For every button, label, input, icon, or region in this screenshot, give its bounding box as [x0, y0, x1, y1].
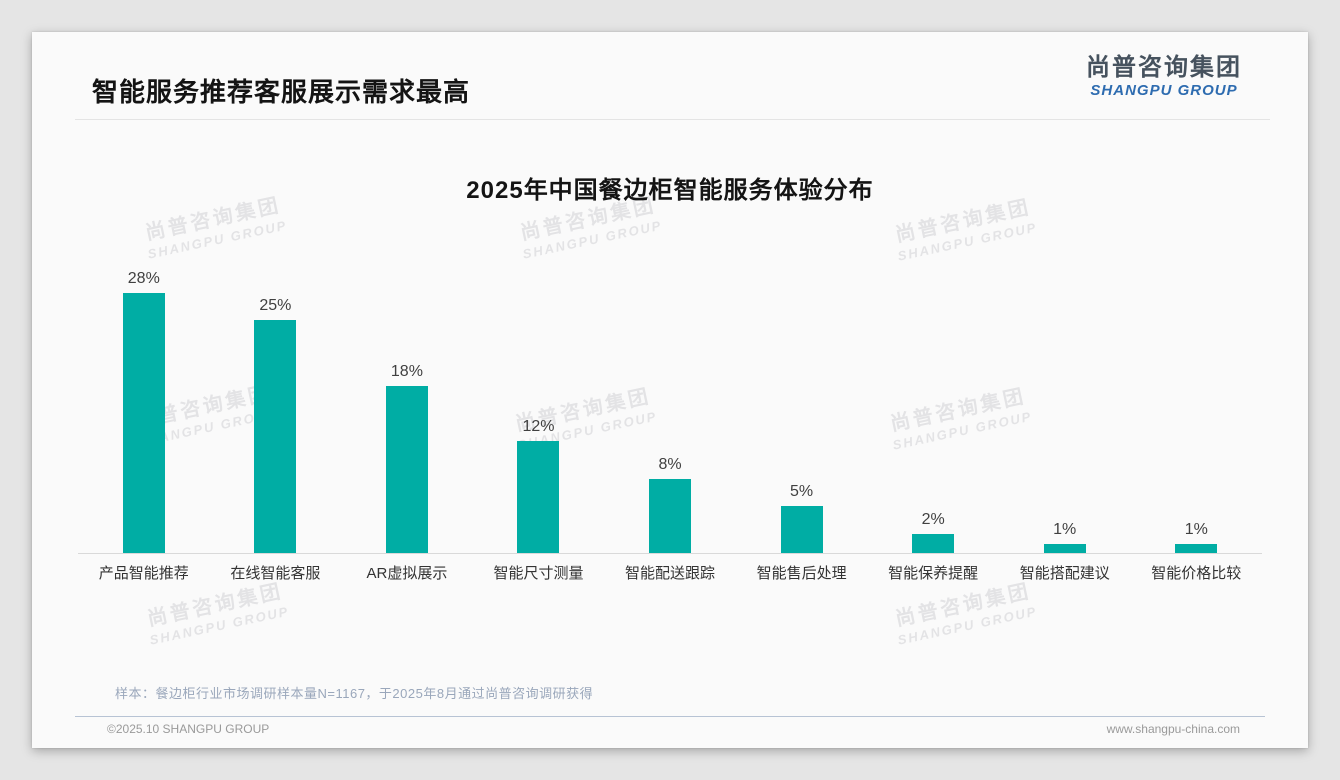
- watermark-en: SHANGPU GROUP: [896, 219, 1039, 264]
- slide-card: 尚普咨询集团 SHANGPU GROUP 尚普咨询集团 SHANGPU GROU…: [32, 32, 1308, 748]
- bar-value-label: 28%: [127, 270, 160, 287]
- bar: [1175, 544, 1218, 553]
- watermark: 尚普咨询集团 SHANGPU GROUP: [143, 579, 291, 649]
- bar-value-label: 18%: [390, 363, 423, 380]
- bar-column: 18%: [341, 264, 473, 553]
- category-label: 产品智能推荐: [98, 565, 189, 582]
- bar-value-label: 5%: [790, 483, 814, 500]
- bar: [517, 441, 560, 553]
- bar-column: 25%: [210, 264, 342, 553]
- category-label: 智能保养提醒: [888, 565, 979, 582]
- bar-value-label: 1%: [1053, 521, 1077, 538]
- watermark-cn: 尚普咨询集团: [145, 580, 285, 631]
- bar: [122, 293, 165, 553]
- watermark-en: SHANGPU GROUP: [148, 603, 291, 648]
- bar-column: 8%: [604, 264, 736, 553]
- chart-title: 2025年中国餐边柜智能服务体验分布: [466, 177, 874, 204]
- category-labels: 产品智能推荐 在线智能客服 AR虚拟展示 智能尺寸测量 智能配送跟踪 智能售后处理 智能保养…: [78, 562, 1262, 583]
- watermark-en: SHANGPU GROUP: [521, 217, 664, 262]
- bar: [912, 534, 955, 553]
- category-label: 智能配送跟踪: [625, 565, 716, 582]
- logo-english-name: SHANGPU GROUP: [1090, 81, 1238, 99]
- watermark-en: SHANGPU GROUP: [146, 217, 289, 262]
- bar-value-label: 25%: [259, 297, 292, 314]
- bar: [1043, 544, 1086, 553]
- category-label: 智能尺寸测量: [493, 565, 584, 582]
- category-label: 智能售后处理: [756, 565, 847, 582]
- watermark: 尚普咨询集团 SHANGPU GROUP: [891, 579, 1039, 649]
- bar-column: 12%: [473, 264, 605, 553]
- category-label: 智能价格比较: [1151, 565, 1242, 582]
- bar: [385, 386, 428, 553]
- bar: [254, 320, 297, 553]
- company-logo: 尚普咨询集团 SHANGPU GROUP: [1086, 54, 1242, 99]
- footer-website: www.shangpu-china.com: [1106, 722, 1240, 736]
- logo-chinese-name: 尚普咨询集团: [1086, 54, 1242, 81]
- footer-copyright: ©2025.10 SHANGPU GROUP: [107, 722, 270, 736]
- bar-column: 28%: [78, 264, 210, 553]
- bar-value-label: 12%: [522, 418, 555, 435]
- watermark: 尚普咨询集团 SHANGPU GROUP: [891, 195, 1039, 265]
- bar-value-label: 8%: [658, 456, 682, 473]
- bar-column: 5%: [736, 264, 868, 553]
- category-label: 在线智能客服: [230, 565, 321, 582]
- footer-divider: [75, 716, 1265, 717]
- page-title: 智能服务推荐客服展示需求最高: [92, 77, 471, 107]
- bar-chart: 28% 25% 18% 12% 8% 5% 2% 1% 1%: [78, 264, 1262, 554]
- category-label: 智能搭配建议: [1019, 565, 1110, 582]
- header-divider: [75, 119, 1270, 120]
- bar-column: 1%: [999, 264, 1131, 553]
- category-label: AR虚拟展示: [366, 565, 448, 582]
- bar-column: 2%: [867, 264, 999, 553]
- watermark-en: SHANGPU GROUP: [896, 603, 1039, 648]
- bar: [780, 506, 823, 553]
- bar-value-label: 1%: [1184, 521, 1208, 538]
- bar-column: 1%: [1131, 264, 1263, 553]
- sample-footnote: 样本：餐边柜行业市场调研样本量N=1167，于2025年8月通过尚普咨询调研获得: [115, 686, 594, 701]
- bar-value-label: 2%: [921, 511, 945, 528]
- bar: [649, 479, 692, 553]
- watermark-cn: 尚普咨询集团: [893, 580, 1033, 631]
